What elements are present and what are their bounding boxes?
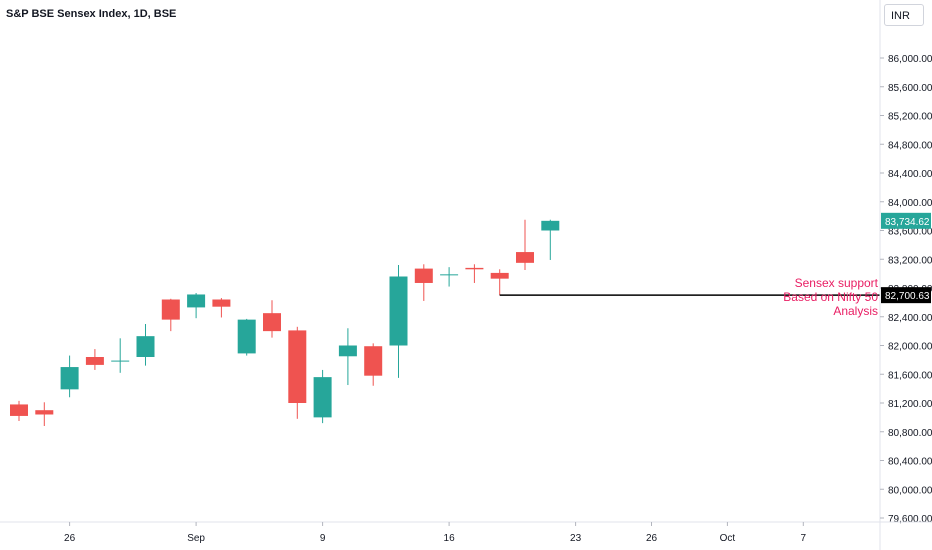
annotation-line-2: Based on Nifty 50 bbox=[783, 290, 878, 304]
price-tick-label: 85,200.00 bbox=[888, 112, 932, 123]
candle-body[interactable] bbox=[237, 319, 256, 354]
support-price-label: 82,700.63 bbox=[885, 291, 930, 302]
price-tick-label: 84,000.00 bbox=[888, 198, 932, 209]
price-tick-label: 82,000.00 bbox=[888, 342, 932, 353]
candle-body[interactable] bbox=[35, 410, 54, 415]
annotation-line-1: Sensex support bbox=[794, 276, 878, 290]
price-tick-label: 80,400.00 bbox=[888, 457, 932, 468]
candle-body[interactable] bbox=[338, 345, 357, 357]
candle-body[interactable] bbox=[187, 294, 206, 308]
candles-group bbox=[10, 219, 560, 426]
price-tick-label: 80,800.00 bbox=[888, 428, 932, 439]
last-price-label: 83,734.62 bbox=[885, 217, 930, 228]
price-tick-label: 81,200.00 bbox=[888, 399, 932, 410]
time-tick-label: 16 bbox=[444, 533, 456, 544]
currency-selector[interactable]: INR bbox=[884, 4, 924, 26]
candle-body[interactable] bbox=[541, 220, 560, 231]
price-tick-label: 83,600.00 bbox=[888, 227, 932, 238]
chart-title: S&P BSE Sensex Index, 1D, BSE bbox=[6, 8, 177, 20]
price-axis[interactable]: 86,000.00 85,600.00 85,200.00 84,800.00 84,4… bbox=[879, 0, 932, 550]
candle-body[interactable] bbox=[490, 272, 509, 279]
time-tick-label: Oct bbox=[720, 533, 736, 544]
candle-body[interactable] bbox=[288, 330, 307, 403]
time-tick-label: 26 bbox=[646, 533, 658, 544]
candle-body[interactable] bbox=[60, 367, 79, 390]
candle-body[interactable] bbox=[136, 336, 155, 357]
time-axis[interactable]: 26 Sep 9 16 23 26 Oct 7 bbox=[0, 521, 932, 544]
candle-body[interactable] bbox=[516, 252, 534, 263]
time-tick-label: Sep bbox=[187, 533, 205, 544]
candle-body[interactable] bbox=[389, 276, 408, 346]
candle-body[interactable] bbox=[313, 377, 332, 418]
price-tick-label: 83,200.00 bbox=[888, 255, 932, 266]
price-tick-label: 86,000.00 bbox=[888, 54, 932, 65]
price-tick-label: 85,600.00 bbox=[888, 83, 932, 94]
price-tick-label: 81,600.00 bbox=[888, 370, 932, 381]
price-tick-label: 84,800.00 bbox=[888, 140, 932, 151]
candle-body[interactable] bbox=[414, 268, 433, 283]
candle-body[interactable] bbox=[364, 346, 383, 376]
candle-body[interactable] bbox=[212, 299, 231, 307]
time-tick-label: 23 bbox=[570, 533, 582, 544]
support-annotation[interactable]: Sensex support Based on Nifty 50 Analysi… bbox=[783, 276, 878, 318]
price-tick-label: 79,600.00 bbox=[888, 514, 932, 525]
candle-body[interactable] bbox=[263, 313, 281, 332]
candle-body[interactable] bbox=[440, 274, 459, 276]
price-tick-label: 84,400.00 bbox=[888, 169, 932, 180]
candle-body[interactable] bbox=[111, 360, 130, 362]
candle-body[interactable] bbox=[465, 267, 484, 270]
support-price-tag bbox=[881, 287, 931, 304]
candle-body[interactable] bbox=[85, 357, 104, 365]
time-tick-label: 9 bbox=[320, 533, 326, 544]
time-tick-label: 26 bbox=[64, 533, 76, 544]
annotation-line-3: Analysis bbox=[833, 304, 878, 318]
time-tick-label: 7 bbox=[801, 533, 807, 544]
price-tick-label: 82,400.00 bbox=[888, 313, 932, 324]
price-tick-label: 80,000.00 bbox=[888, 485, 932, 496]
candle-body[interactable] bbox=[10, 404, 28, 416]
last-price-tag bbox=[881, 212, 931, 229]
candle-body[interactable] bbox=[161, 299, 180, 320]
